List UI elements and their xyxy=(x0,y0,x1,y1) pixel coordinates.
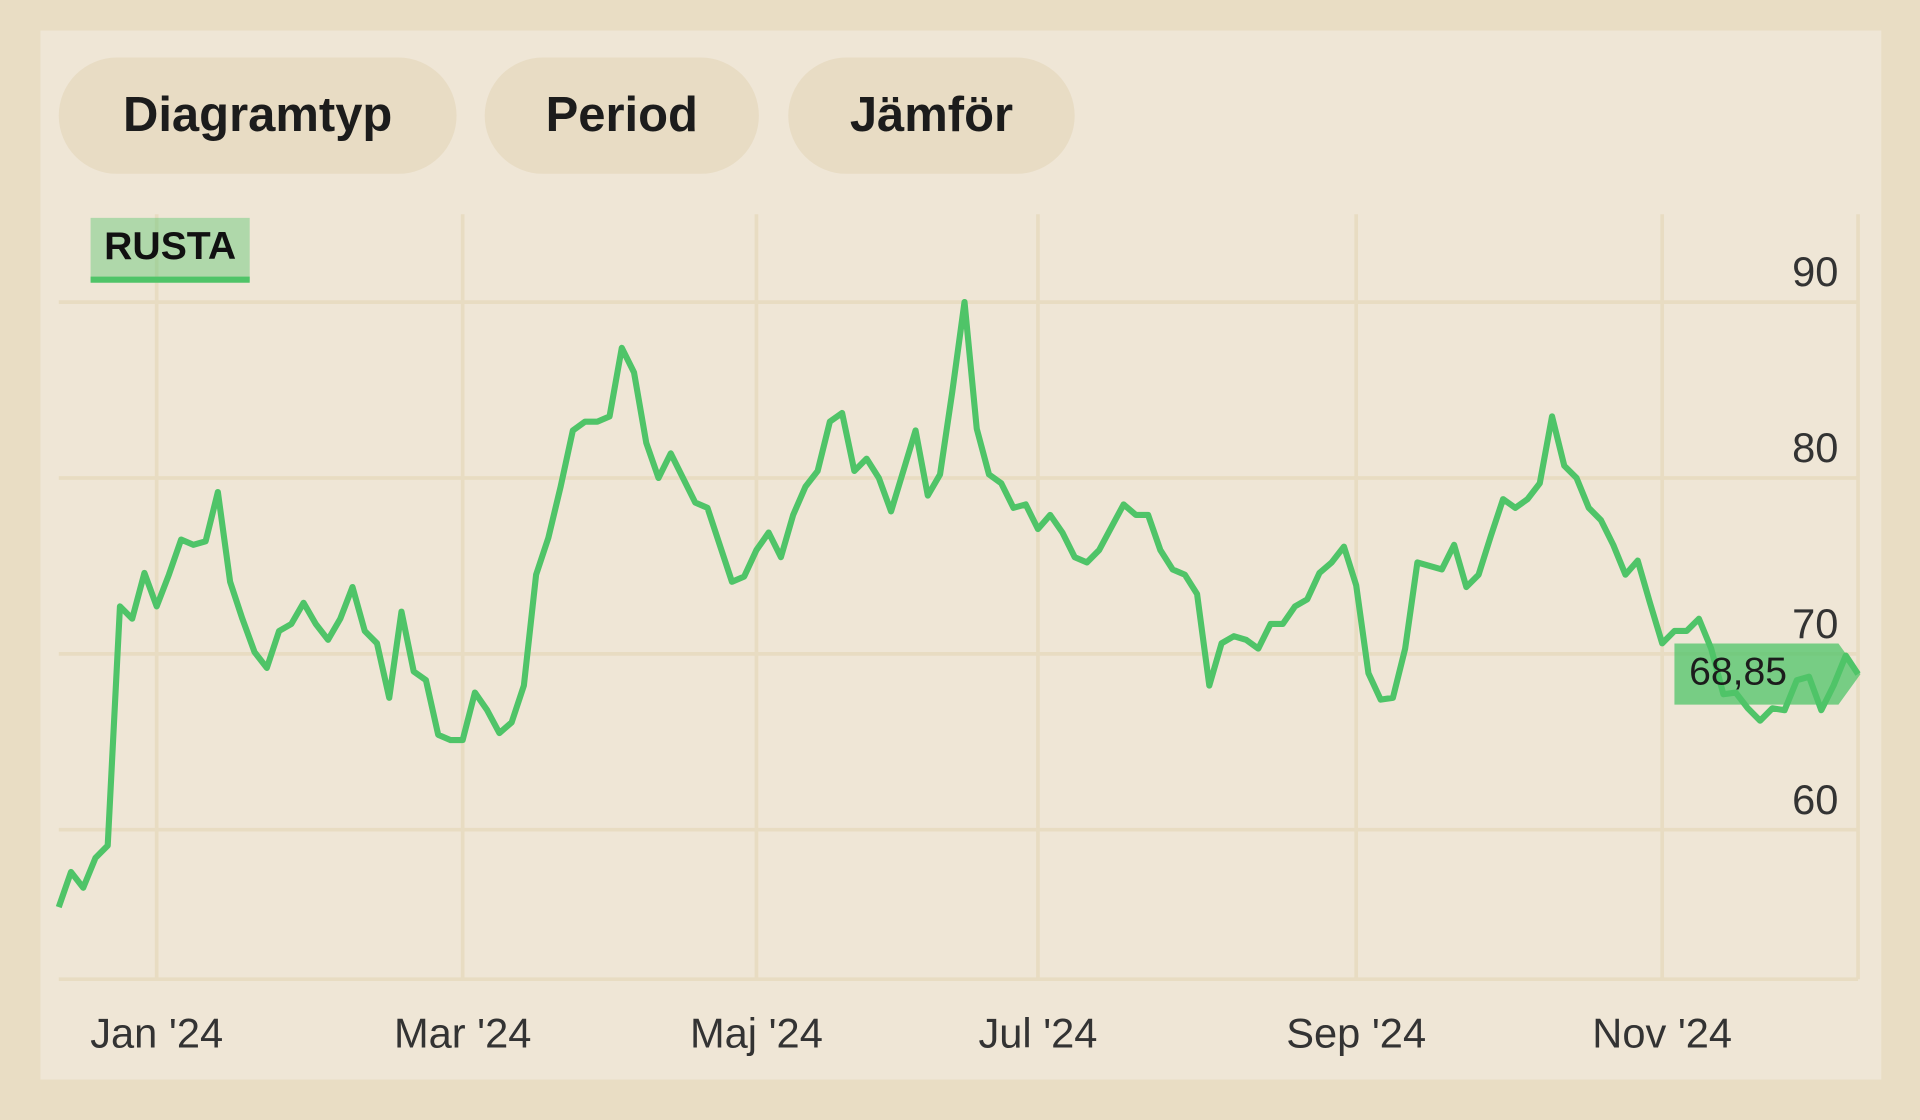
period-button[interactable]: Period xyxy=(484,57,759,174)
price-line xyxy=(55,299,1861,909)
x-tick-label: Maj '24 xyxy=(690,1010,823,1057)
y-tick-label: 90 xyxy=(1792,248,1838,295)
x-tick-label: Jul '24 xyxy=(978,1010,1097,1057)
legend-box xyxy=(90,217,250,282)
x-tick-label: Nov '24 xyxy=(1592,1010,1732,1057)
x-tick-label: Jan '24 xyxy=(90,1010,223,1057)
legend-underline xyxy=(90,276,250,283)
y-tick-label: 80 xyxy=(1792,424,1838,471)
x-tick-label: Mar '24 xyxy=(394,1010,531,1057)
y-tick-label: 60 xyxy=(1792,776,1838,823)
last-value-tag xyxy=(1674,643,1861,705)
y-tick-label: 70 xyxy=(1792,600,1838,647)
chart-type-button[interactable]: Diagramtyp xyxy=(58,57,457,174)
legend-label: RUSTA xyxy=(104,225,236,268)
compare-button[interactable]: Jämför xyxy=(788,57,1075,174)
last-value-label: 68,85 xyxy=(1689,650,1787,693)
panel xyxy=(40,30,1882,1080)
x-tick-label: Sep '24 xyxy=(1286,1010,1426,1057)
